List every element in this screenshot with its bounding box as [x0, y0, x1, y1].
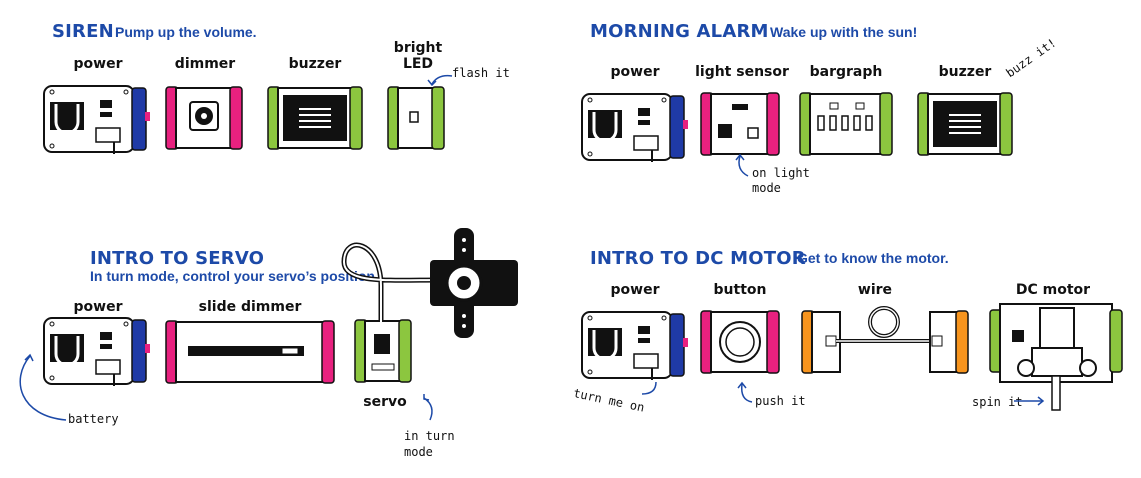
alarm-buzzer-bit — [917, 92, 1013, 156]
alarm-subtitle: Wake up with the sun! — [770, 24, 918, 40]
motor-turn-on-arrow — [641, 381, 657, 395]
alarm-mode-note: on light mode — [752, 166, 810, 195]
motor-button-bit — [700, 310, 780, 374]
motor-wire-label: wire — [857, 282, 893, 298]
siren-bright-led-bit — [387, 86, 445, 150]
motor-button-label: button — [713, 282, 767, 298]
alarm-mode-arrow — [738, 155, 749, 177]
servo-cable — [341, 242, 441, 322]
alarm-light-sensor-label: light sensor — [695, 64, 789, 80]
servo-slide-dimmer-label: slide dimmer — [198, 299, 302, 315]
alarm-buzzer-label: buzzer — [938, 64, 992, 80]
servo-battery-note: battery — [68, 412, 119, 426]
servo-battery-arrow — [19, 355, 67, 421]
alarm-power-bit — [580, 92, 690, 164]
siren-buzzer-bit — [267, 86, 363, 150]
servo-bit — [354, 319, 412, 383]
motor-title: INTRO TO DC MOTOR — [590, 248, 806, 269]
siren-dimmer-bit — [165, 86, 243, 150]
motor-subtitle: Get to know the motor. — [797, 250, 949, 266]
alarm-bargraph-bit — [799, 92, 893, 156]
siren-bright-led-label: bright LED — [393, 40, 443, 72]
servo-turn-note: in turn mode — [404, 429, 455, 459]
motor-wire-bit — [801, 306, 969, 374]
motor-push-arrow — [740, 383, 753, 403]
alarm-power-label: power — [610, 64, 660, 80]
alarm-bargraph-label: bargraph — [809, 64, 883, 80]
servo-power-label: power — [73, 299, 123, 315]
alarm-title: MORNING ALARM — [590, 21, 769, 42]
motor-power-bit — [580, 310, 690, 382]
siren-subtitle: Pump up the volume. — [115, 24, 257, 40]
siren-power-bit — [42, 84, 152, 156]
servo-title: INTRO TO SERVO — [90, 248, 265, 269]
siren-buzzer-label: buzzer — [288, 56, 342, 72]
siren-power-label: power — [73, 56, 123, 72]
motor-dc-motor-label: DC motor — [1015, 282, 1091, 298]
alarm-light-sensor-bit — [700, 92, 780, 156]
motor-spin-note: spin it — [972, 395, 1023, 409]
siren-dimmer-label: dimmer — [174, 56, 236, 72]
siren-title: SIREN — [52, 21, 114, 42]
motor-dc-motor-bit — [989, 303, 1123, 411]
servo-motor — [430, 228, 518, 338]
servo-power-bit — [42, 316, 152, 388]
siren-flash-note: flash it — [452, 66, 510, 80]
servo-turn-arrow — [423, 397, 433, 421]
motor-push-note: push it — [755, 394, 806, 408]
servo-servo-label: servo — [363, 394, 407, 410]
servo-subtitle: In turn mode, control your servo’s posit… — [90, 268, 379, 284]
servo-slide-dimmer-bit — [165, 320, 335, 384]
motor-power-label: power — [610, 282, 660, 298]
siren-flash-arrow — [431, 74, 453, 85]
